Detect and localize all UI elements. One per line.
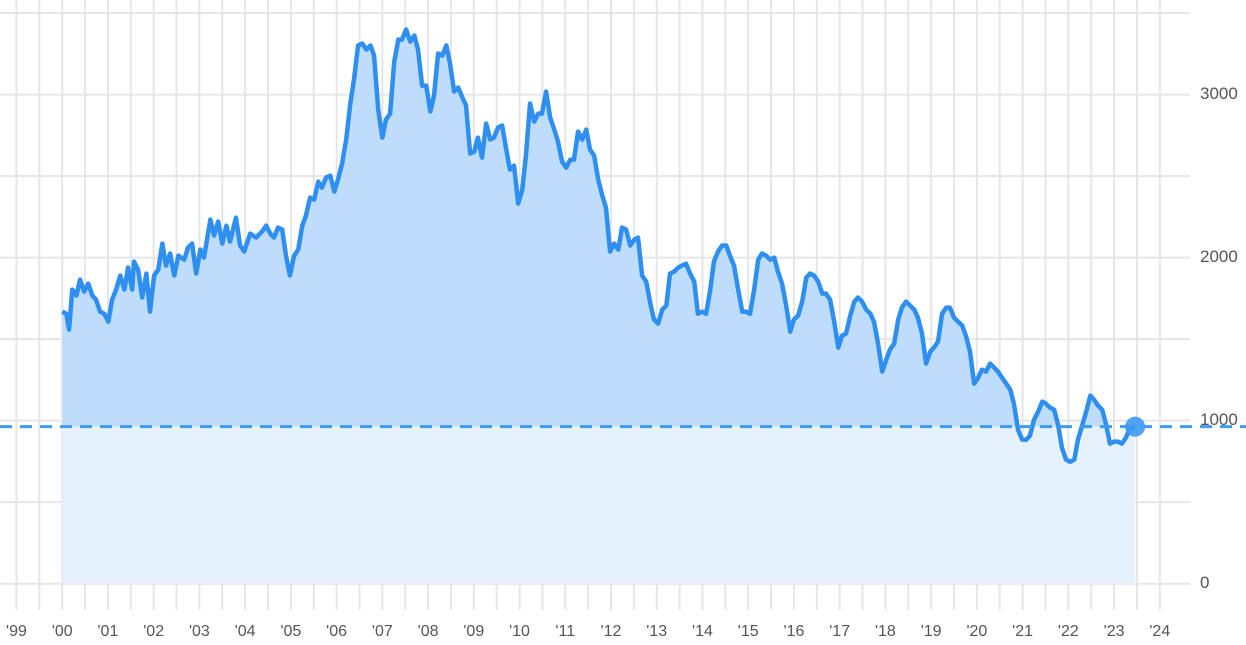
area-above bbox=[62, 29, 1136, 427]
x-tick-label: '13 bbox=[646, 623, 667, 640]
x-tick-label: '01 bbox=[98, 623, 119, 640]
y-tick-label: 3000 bbox=[1200, 84, 1238, 103]
marks bbox=[0, 27, 1246, 464]
x-tick-label: '15 bbox=[738, 623, 759, 640]
x-tick-label: '09 bbox=[463, 623, 484, 640]
labels: '99 '00 '01 '02 '03 '04 '05 '06 '07 '08 '09 '10 '11 '… bbox=[6, 84, 1238, 640]
x-tick-label: '16 bbox=[784, 623, 805, 640]
last-point bbox=[1125, 416, 1146, 437]
x-tick-label: '08 bbox=[418, 623, 439, 640]
x-tick-label: '22 bbox=[1058, 623, 1079, 640]
x-tick-label: '02 bbox=[143, 623, 164, 640]
y-tick-label: 1000 bbox=[1200, 410, 1238, 429]
x-tick-label: '07 bbox=[372, 623, 393, 640]
x-tick-label: '10 bbox=[509, 623, 530, 640]
x-tick-label: '18 bbox=[875, 623, 896, 640]
x-tick-label: '20 bbox=[966, 623, 987, 640]
x-tick-label: '19 bbox=[921, 623, 942, 640]
y-tick-label: 0 bbox=[1200, 573, 1209, 592]
x-tick-label: '11 bbox=[555, 623, 575, 640]
x-tick-label: '99 bbox=[6, 623, 27, 640]
area-below bbox=[62, 426, 1136, 584]
areas bbox=[62, 29, 1136, 584]
x-tick-label: '03 bbox=[189, 623, 210, 640]
x-tick-label: '04 bbox=[235, 623, 256, 640]
y-tick-label: 2000 bbox=[1200, 247, 1238, 266]
line bbox=[61, 27, 1136, 464]
x-tick-label: '00 bbox=[52, 623, 73, 640]
x-tick-label: '06 bbox=[326, 623, 347, 640]
x-tick-label: '21 bbox=[1012, 623, 1033, 640]
x-tick-label: '12 bbox=[601, 623, 622, 640]
x-tick-label: '05 bbox=[280, 623, 301, 640]
x-tick-label: '14 bbox=[692, 623, 713, 640]
x-tick-label: '24 bbox=[1149, 623, 1170, 640]
x-tick-label: '17 bbox=[829, 623, 850, 640]
x-tick-label: '23 bbox=[1104, 623, 1125, 640]
